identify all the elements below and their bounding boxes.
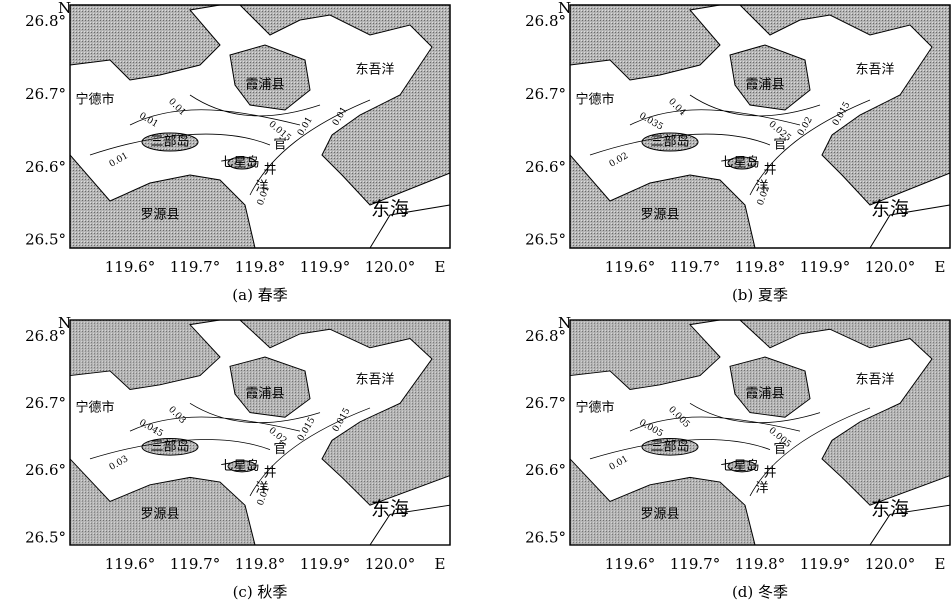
x-tick-label: 119.6° — [105, 555, 155, 573]
place-label: 三部岛 — [150, 134, 189, 150]
place-label: 三部岛 — [650, 438, 689, 454]
caption: (a) 春季 — [232, 286, 287, 304]
place-label: 井 — [763, 465, 776, 480]
y-tick-label: 26.6° — [525, 461, 566, 479]
place-label: 罗源县 — [140, 208, 179, 223]
place-label: 洋 — [755, 481, 768, 496]
place-label: 霞浦县 — [745, 387, 784, 402]
place-label: 七星岛 — [720, 155, 759, 171]
place-label: 罗源县 — [640, 507, 679, 522]
north-label: N — [58, 314, 71, 332]
place-label: 宁德市 — [75, 399, 114, 415]
figure: 霞浦县东吾洋宁德市三部岛七星岛官井洋罗源县东海0.010.010.010.015… — [0, 0, 951, 612]
east-label: E — [935, 258, 946, 276]
x-tick-label: 119.8° — [735, 258, 785, 276]
place-label: 井 — [263, 465, 276, 480]
place-label: 井 — [763, 163, 776, 178]
y-tick-label: 26.5° — [525, 528, 566, 546]
place-label: 七星岛 — [220, 458, 259, 474]
place-label: 宁德市 — [75, 92, 114, 108]
y-tick-label: 26.5° — [525, 231, 566, 249]
x-tick-label: 119.8° — [735, 555, 785, 573]
place-label: 东吾洋 — [355, 373, 394, 388]
y-tick-label: 26.5° — [25, 231, 66, 249]
place-label: 井 — [263, 163, 276, 178]
x-tick-label: 119.7° — [170, 258, 220, 276]
north-label: N — [558, 0, 571, 17]
caption: (c) 秋季 — [233, 583, 288, 601]
page: {"axes":{"y_labels":["26.8°","26.7°","26… — [0, 0, 951, 616]
east-label: E — [435, 555, 446, 573]
x-tick-label: 120.0° — [865, 555, 915, 573]
place-label: 东吾洋 — [855, 373, 894, 388]
caption: (d) 冬季 — [732, 583, 788, 601]
x-tick-label: 119.9° — [300, 555, 350, 573]
x-tick-label: 119.9° — [800, 555, 850, 573]
north-label: N — [558, 314, 571, 332]
place-label: 东海 — [371, 198, 409, 220]
x-tick-label: 119.7° — [670, 555, 720, 573]
x-tick-label: 119.8° — [235, 555, 285, 573]
x-tick-label: 120.0° — [365, 555, 415, 573]
east-label: E — [435, 258, 446, 276]
place-label: 东海 — [871, 498, 909, 520]
x-tick-label: 119.9° — [300, 258, 350, 276]
place-label: 霞浦县 — [245, 387, 284, 402]
x-tick-label: 119.9° — [800, 258, 850, 276]
place-label: 霞浦县 — [745, 78, 784, 93]
east-label: E — [935, 555, 946, 573]
y-tick-label: 26.6° — [525, 158, 566, 176]
place-label: 罗源县 — [140, 507, 179, 522]
x-tick-label: 120.0° — [865, 258, 915, 276]
place-label: 三部岛 — [650, 134, 689, 150]
y-tick-label: 26.5° — [25, 528, 66, 546]
y-tick-label: 26.7° — [25, 394, 66, 412]
caption: (b) 夏季 — [732, 286, 788, 304]
place-label: 东海 — [871, 198, 909, 220]
x-tick-label: 119.6° — [605, 555, 655, 573]
place-label: 东吾洋 — [855, 63, 894, 78]
place-label: 罗源县 — [640, 208, 679, 223]
x-tick-label: 119.7° — [670, 258, 720, 276]
place-label: 霞浦县 — [245, 78, 284, 93]
place-label: 七星岛 — [720, 458, 759, 474]
place-label: 宁德市 — [575, 92, 614, 108]
y-tick-label: 26.6° — [25, 158, 66, 176]
x-tick-label: 119.6° — [105, 258, 155, 276]
x-tick-label: 119.8° — [235, 258, 285, 276]
map-panel: 霞浦县东吾洋宁德市三部岛七星岛官井洋罗源县东海0.030.0450.030.02… — [70, 320, 450, 545]
place-label: 宁德市 — [575, 399, 614, 415]
north-label: N — [58, 0, 71, 17]
y-tick-label: 26.7° — [525, 85, 566, 103]
y-tick-label: 26.7° — [525, 394, 566, 412]
place-label: 三部岛 — [150, 438, 189, 454]
place-label: 东海 — [371, 498, 409, 520]
y-tick-label: 26.7° — [25, 85, 66, 103]
place-label: 东吾洋 — [355, 63, 394, 78]
x-tick-label: 119.6° — [605, 258, 655, 276]
y-tick-label: 26.6° — [25, 461, 66, 479]
x-tick-label: 120.0° — [365, 258, 415, 276]
place-label: 七星岛 — [220, 155, 259, 171]
map-panel: 霞浦县东吾洋宁德市三部岛七星岛官井洋罗源县东海0.020.0350.040.02… — [570, 5, 950, 248]
x-tick-label: 119.7° — [170, 555, 220, 573]
map-panel: 霞浦县东吾洋宁德市三部岛七星岛官井洋罗源县东海0.010.010.010.015… — [70, 5, 450, 248]
